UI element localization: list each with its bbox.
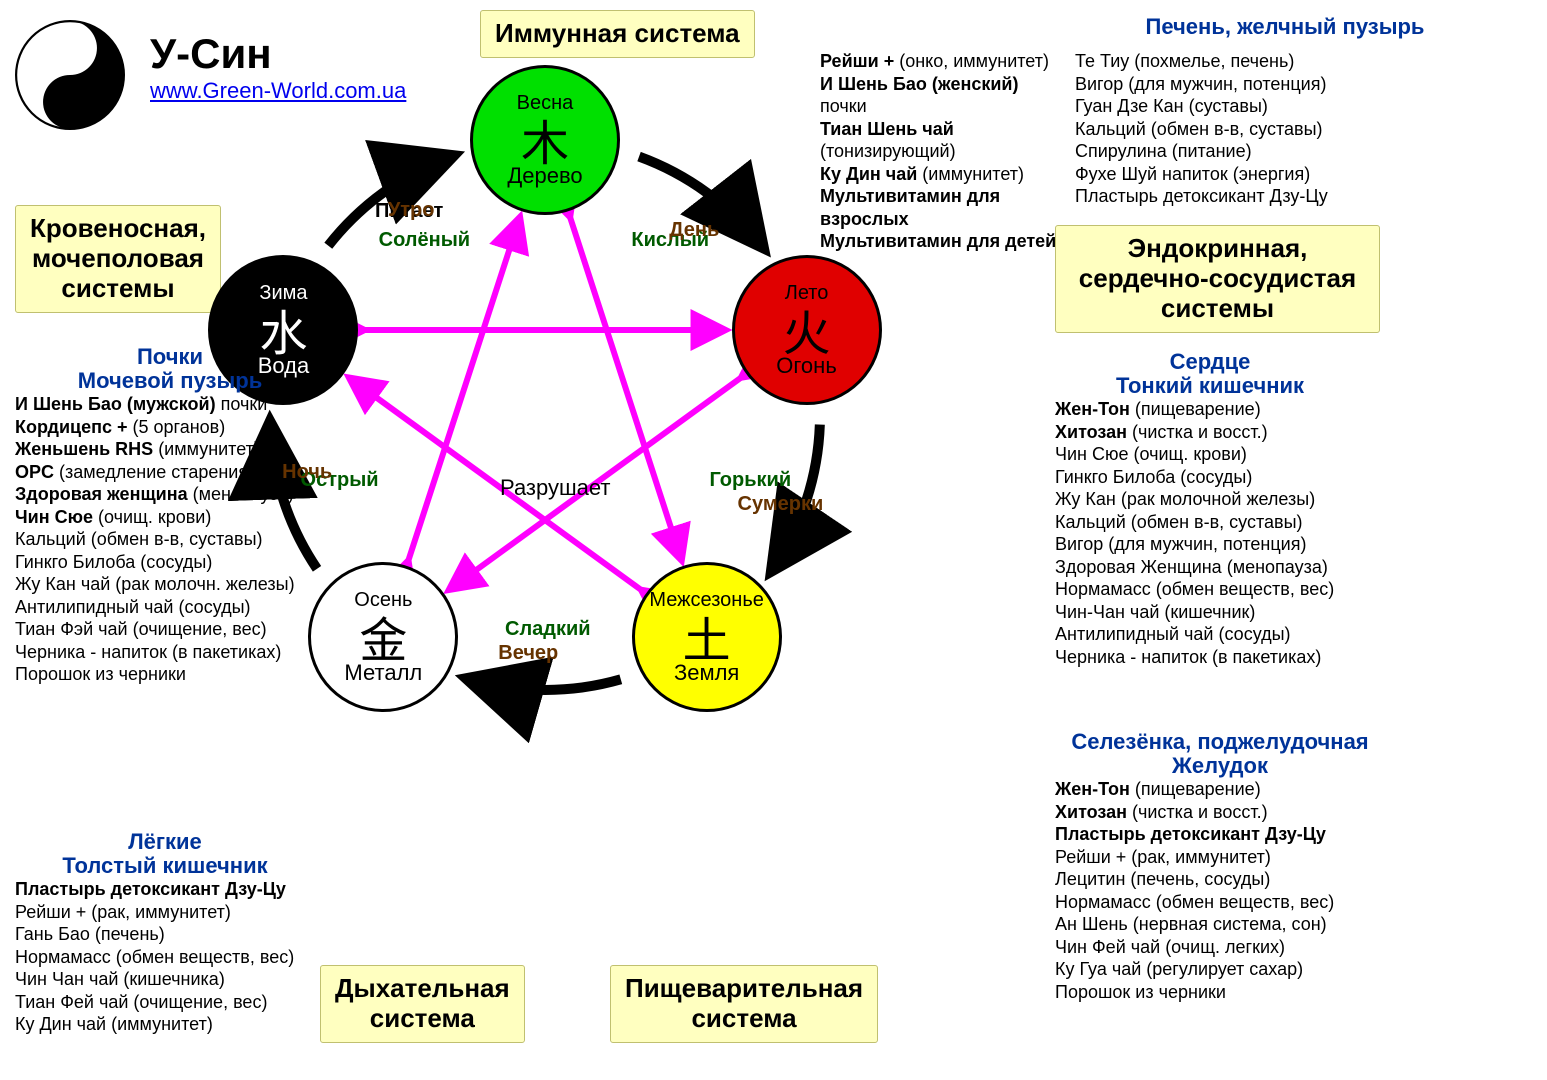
- system-box-wood: Иммунная система: [480, 10, 755, 58]
- element-metal: Осень金Металл: [308, 562, 458, 712]
- taste-label: Сладкий: [505, 618, 591, 641]
- organ-head-metal: ЛёгкиеТолстый кишечник: [15, 830, 315, 878]
- yinyang-icon: [15, 20, 125, 130]
- time-label: Вечер: [498, 642, 558, 665]
- product-list-wood-left: Рейши + (онко, иммунитет)И Шень Бао (жен…: [820, 50, 1060, 253]
- product-list-fire: Жен-Тон (пищеварение)Хитозан (чистка и в…: [1055, 398, 1365, 668]
- element-fire: Лето火Огонь: [732, 255, 882, 405]
- time-label: День: [669, 219, 719, 242]
- element-wood: Весна木Дерево: [470, 65, 620, 215]
- product-list-water: И Шень Бао (мужской) почкиКордицепс + (5…: [15, 393, 325, 686]
- organ-head-water: ПочкиМочевой пузырь: [15, 345, 325, 393]
- organ-head-wood: Печень, желчный пузырь: [1040, 15, 1530, 39]
- product-list-metal: Пластырь детоксикант Дзу-ЦуРейши + (рак,…: [15, 878, 315, 1036]
- system-box-water: Кровеносная,мочеполоваясистемы: [15, 205, 221, 313]
- taste-label: Солёный: [379, 229, 470, 252]
- system-box-fire: Эндокринная,сердечно-сосудистаясистемы: [1055, 225, 1380, 333]
- element-earth: Межсезонье土Земля: [632, 562, 782, 712]
- time-label: Утро: [388, 199, 435, 222]
- system-box-metal: Дыхательнаясистема: [320, 965, 525, 1043]
- product-list-wood-right: Те Тиу (похмелье, печень)Вигор (для мужч…: [1075, 50, 1345, 208]
- star-center-label: Разрушает: [500, 475, 610, 501]
- organ-head-fire: СердцеТонкий кишечник: [1055, 350, 1365, 398]
- page-title: У-Син: [150, 30, 406, 78]
- time-label: Сумерки: [738, 493, 824, 516]
- organ-head-earth: Селезёнка, поджелудочнаяЖелудок: [1055, 730, 1385, 778]
- product-list-earth: Жен-Тон (пищеварение)Хитозан (чистка и в…: [1055, 778, 1385, 1003]
- taste-label: Горький: [709, 469, 791, 492]
- system-box-earth: Пищеварительнаясистема: [610, 965, 878, 1043]
